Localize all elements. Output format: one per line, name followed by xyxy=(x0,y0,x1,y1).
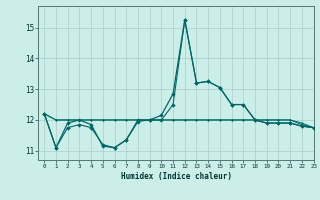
X-axis label: Humidex (Indice chaleur): Humidex (Indice chaleur) xyxy=(121,172,231,181)
